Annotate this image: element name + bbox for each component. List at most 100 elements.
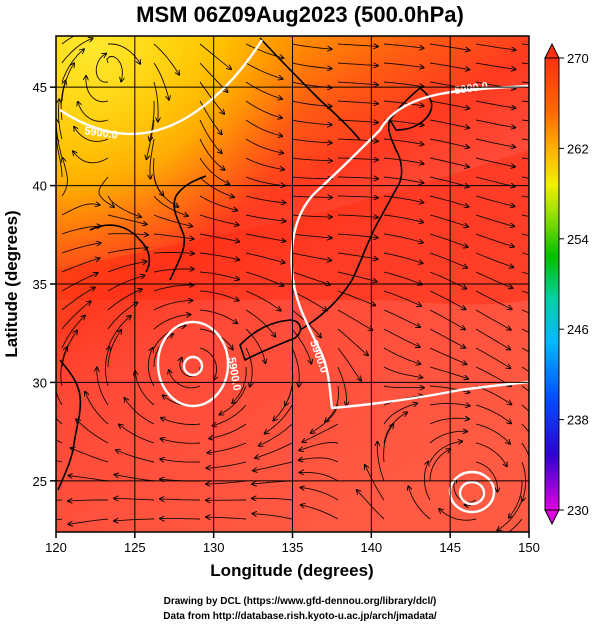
streamline	[383, 424, 394, 463]
colorbar-tick-label: 238	[567, 413, 589, 428]
streamline	[199, 43, 231, 69]
streamline	[475, 309, 511, 330]
streamline	[85, 392, 109, 425]
streamline	[521, 442, 529, 458]
colorbar: 270 262 254 246 238 230	[544, 42, 589, 526]
contour-loop-west	[156, 320, 230, 408]
y-tick-label: 35	[33, 277, 47, 292]
streamline	[199, 271, 239, 280]
streamline	[153, 81, 158, 122]
streamline	[291, 119, 332, 125]
y-tick-label: 40	[33, 179, 47, 194]
streamline	[219, 385, 247, 415]
streamline	[98, 176, 114, 207]
streamline	[245, 176, 285, 186]
china-coast	[57, 359, 82, 491]
y-tick-label: 30	[33, 375, 47, 390]
streamline	[153, 285, 193, 292]
streamline	[383, 347, 421, 364]
streamline	[150, 100, 155, 141]
streamline	[61, 287, 95, 311]
streamline	[429, 195, 469, 207]
chart-title: MSM 06Z09Aug2023 (500.0hPa)	[136, 2, 464, 27]
credit-drawing: Drawing by DCL (https://www.gfd-dennou.o…	[164, 596, 437, 607]
streamline	[383, 62, 424, 68]
colorbar-tick-label: 246	[567, 322, 589, 337]
streamline	[429, 328, 465, 348]
streamline	[302, 423, 339, 442]
y-tick-label: 25	[33, 474, 47, 489]
streamline	[429, 176, 469, 187]
lat-lon-grid	[56, 36, 529, 532]
x-tick-label: 135	[282, 540, 304, 555]
streamline	[153, 176, 178, 207]
streamline	[199, 138, 225, 170]
x-tick-label: 130	[203, 540, 225, 555]
streamline	[245, 195, 285, 203]
streamline	[161, 439, 201, 444]
streamline	[245, 214, 286, 221]
contour-center-east	[458, 480, 486, 506]
streamline	[454, 479, 477, 503]
hokkaido-coast	[389, 87, 433, 131]
streamline	[429, 347, 467, 364]
y-axis-label: Latitude (degrees)	[2, 210, 21, 357]
streamline	[291, 43, 332, 49]
streamlines	[56, 36, 529, 532]
streamline	[377, 442, 385, 482]
streamline	[61, 204, 100, 216]
streamline	[383, 309, 420, 327]
honshu-coast	[299, 119, 403, 331]
streamline	[107, 330, 121, 368]
streamline	[107, 289, 142, 311]
streamline	[147, 119, 155, 159]
colorbar-ticks: 270 262 254 246 238 230	[559, 51, 589, 518]
streamline	[475, 461, 498, 492]
streamline	[521, 328, 529, 333]
streamline	[68, 500, 108, 501]
streamline	[153, 315, 191, 330]
streamline	[365, 465, 385, 501]
x-axis-label: Longitude (degrees)	[210, 561, 373, 580]
streamline	[199, 157, 229, 184]
streamline	[245, 328, 265, 363]
streamline	[160, 459, 201, 463]
streamline	[153, 214, 192, 226]
colorbar-tick-label: 262	[567, 141, 589, 156]
streamline	[475, 404, 511, 424]
streamline	[114, 519, 155, 521]
streamline	[107, 302, 138, 330]
streamline	[408, 486, 431, 520]
streamline	[357, 490, 385, 520]
colorbar-scale	[544, 57, 560, 511]
streamline	[199, 290, 239, 301]
streamline	[108, 43, 140, 64]
streamline	[337, 366, 347, 406]
streamline	[68, 476, 109, 482]
streamline	[337, 271, 377, 282]
streamline	[383, 138, 424, 144]
streamline	[74, 127, 109, 142]
x-tick-label: 125	[124, 540, 146, 555]
streamline	[475, 233, 514, 247]
streamline	[521, 423, 529, 434]
streamline	[475, 423, 510, 444]
streamline	[161, 418, 201, 425]
streamline	[383, 328, 420, 347]
streamline	[107, 234, 148, 235]
streamline	[429, 418, 469, 425]
streamline	[383, 81, 424, 87]
streamline	[252, 514, 293, 520]
streamline	[429, 138, 469, 148]
streamline	[291, 177, 332, 179]
streamline	[245, 157, 284, 170]
streamline	[245, 309, 275, 337]
streamline	[78, 102, 109, 122]
contour-line-north	[59, 39, 264, 136]
streamline	[429, 252, 467, 268]
streamline	[104, 347, 109, 387]
streamline	[265, 404, 293, 434]
streamline	[383, 214, 423, 222]
streamline	[429, 157, 469, 167]
streamline	[291, 100, 332, 107]
